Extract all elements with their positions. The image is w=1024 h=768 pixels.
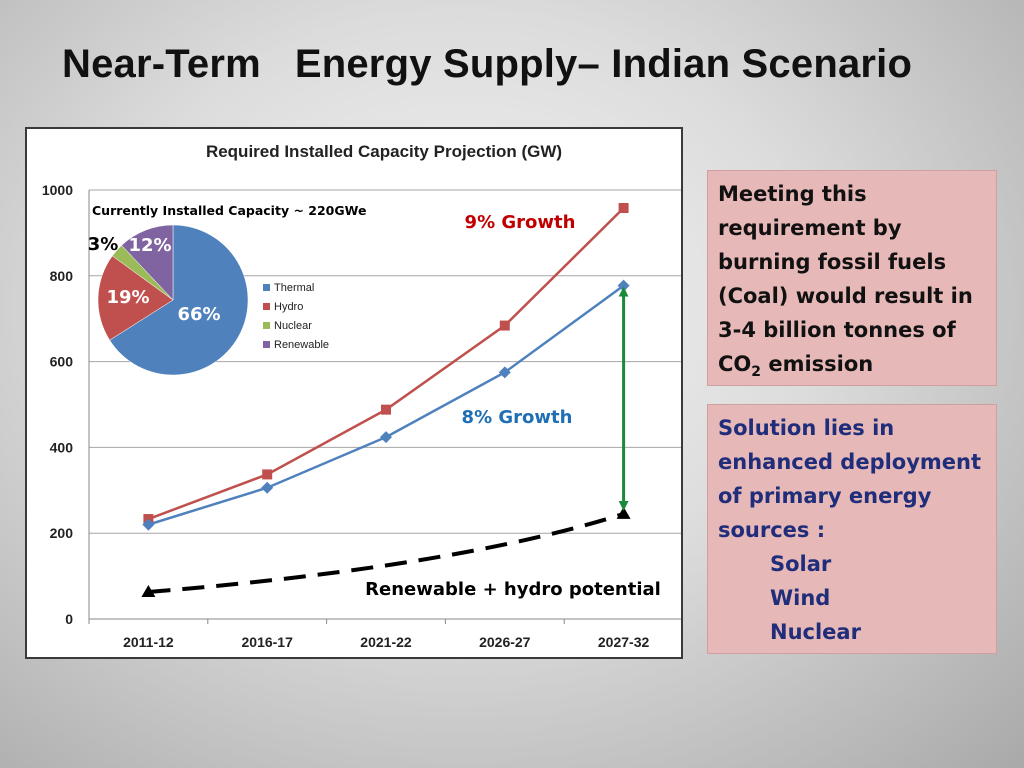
pie-slice-renewable	[121, 224, 174, 301]
data-point-8-growth	[142, 518, 155, 531]
pie-legend-label: Nuclear	[274, 320, 312, 332]
co2-note-line: requirement by	[718, 216, 902, 240]
y-tick-label: 800	[50, 268, 74, 284]
y-tick-label: 200	[50, 525, 74, 541]
data-point-9-growth	[262, 469, 273, 480]
co2-emission-note: Meeting this requirement by burning foss…	[707, 170, 997, 386]
solution-option-wind: Wind	[770, 586, 831, 610]
data-point-9-growth	[381, 404, 391, 415]
pie-title: Currently Installed Capacity ~ 220GWe	[92, 203, 366, 218]
series-line-renewable-hydro-potential	[148, 511, 625, 594]
pie-legend-swatch	[263, 341, 270, 348]
chart-frame: Required Installed Capacity Projection (…	[25, 127, 683, 659]
pie-legend-swatch	[263, 284, 270, 291]
data-point-9-growth	[618, 203, 629, 214]
pie-legend-label: Renewable	[274, 339, 329, 351]
data-point-8-growth	[380, 431, 392, 444]
solution-line: Solution lies in	[718, 416, 895, 440]
pie-label-nuclear: 3%	[88, 234, 119, 255]
pie-legend-label: Hydro	[274, 301, 303, 313]
pie-label-thermal: 66%	[177, 304, 220, 325]
co2-note-line: Meeting this	[718, 182, 867, 206]
y-tick-label: 600	[50, 354, 74, 370]
x-tick-label: 2021-22	[360, 634, 412, 650]
label-renewable-hydro-potential: Renewable + hydro potential	[365, 579, 661, 600]
x-tick-label: 2011-12	[123, 634, 174, 650]
y-tick-label: 400	[50, 439, 74, 455]
pie-label-hydro: 19%	[106, 287, 149, 308]
pie-legend-swatch	[263, 303, 270, 310]
data-point-renewable-hydro-potential	[141, 584, 156, 597]
co2-prefix: CO	[718, 352, 752, 376]
pie-slice-thermal	[109, 224, 249, 376]
x-tick-label: 2027-32	[598, 634, 650, 650]
pie-legend-swatch	[263, 322, 270, 329]
co2-note-line: CO2 emission	[718, 347, 986, 381]
co2-suffix: emission	[761, 352, 874, 376]
data-point-9-growth	[499, 320, 510, 331]
chart-title: Required Installed Capacity Projection (…	[206, 142, 562, 161]
data-point-8-growth	[261, 481, 274, 494]
solution-note: Solution lies in enhanced deployment of …	[707, 404, 997, 654]
solution-option-solar: Solar	[770, 552, 832, 576]
x-tick-label: 2016-17	[242, 634, 294, 650]
x-tick-label: 2026-27	[479, 634, 531, 650]
solution-option-nuclear: Nuclear	[770, 620, 861, 644]
pie-slice-hydro	[97, 255, 174, 341]
y-tick-label: 0	[65, 611, 73, 627]
data-point-8-growth	[498, 366, 511, 379]
pie-legend-label: Thermal	[274, 282, 314, 294]
solution-line: of primary energy	[718, 484, 932, 508]
solution-line: enhanced deployment	[718, 450, 982, 474]
label-9-percent-growth: 9% Growth	[465, 212, 576, 233]
pie-label-renewable: 12%	[128, 235, 171, 256]
co2-note-line: 3-4 billion tonnes of	[718, 318, 956, 342]
capacity-projection-chart: Required Installed Capacity Projection (…	[42, 142, 681, 650]
y-tick-label: 1000	[42, 182, 73, 198]
slide-title: Near-Term Energy Supply– Indian Scenario	[62, 42, 913, 86]
solution-line: sources :	[718, 518, 826, 542]
label-8-percent-growth: 8% Growth	[462, 407, 573, 428]
co2-note-line: burning fossil fuels	[718, 250, 947, 274]
data-point-renewable-hydro-potential	[616, 506, 631, 519]
co2-note-line: (Coal) would result in	[718, 284, 973, 308]
co2-subscript: 2	[751, 364, 762, 381]
